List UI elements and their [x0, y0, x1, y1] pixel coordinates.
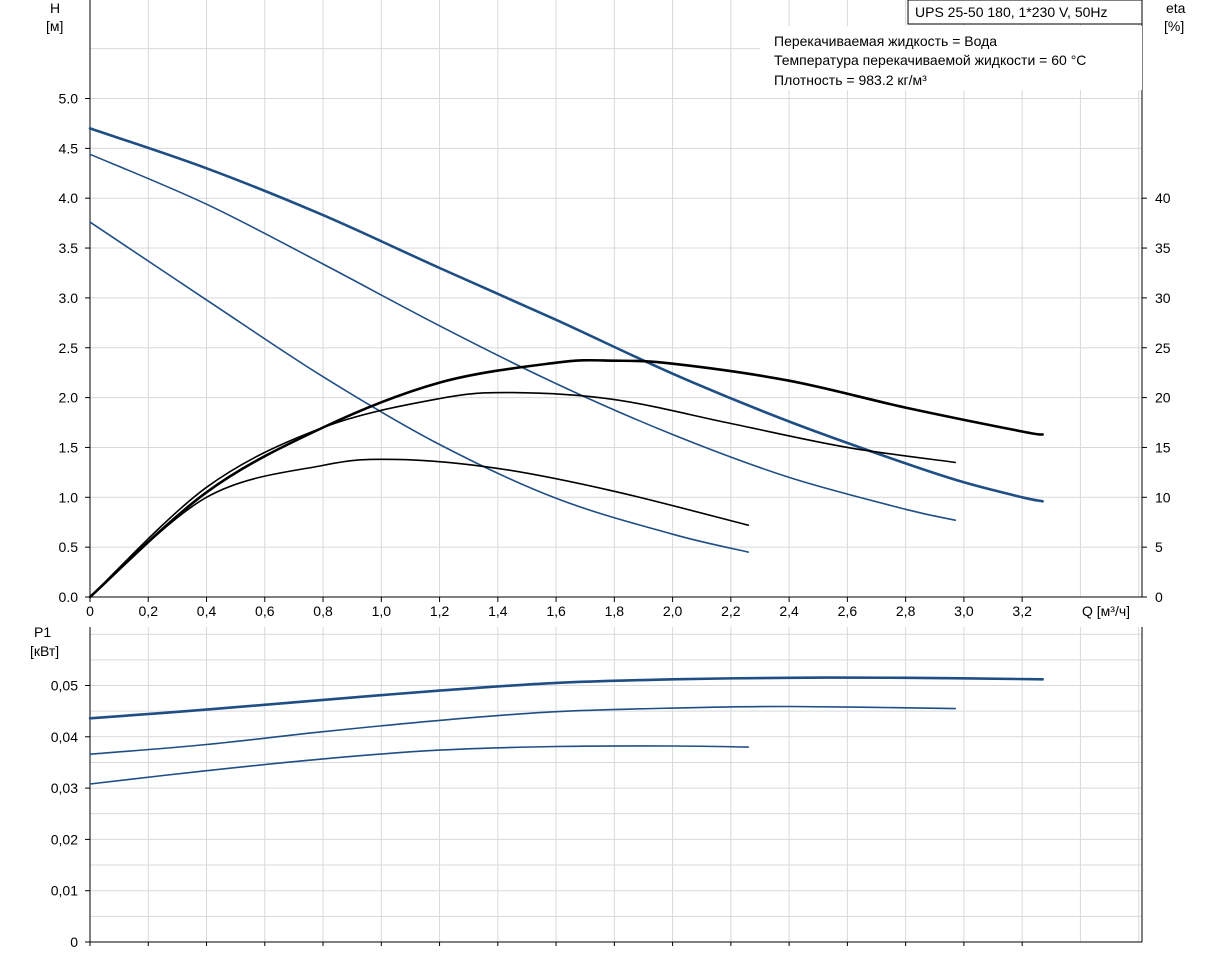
head-axis-title: H — [50, 0, 60, 16]
ticks-bottom: 0 0,01 0,02 0,03 0,04 0,05 — [51, 678, 1023, 950]
x-tick-label: 1,0 — [372, 603, 392, 619]
power-y-tick-label: 0,01 — [51, 883, 78, 899]
power-y-tick-label: 0,04 — [51, 729, 78, 745]
density-label: Плотность = 983.2 кг/м³ — [774, 72, 927, 88]
grid-bottom — [90, 627, 1142, 942]
head-curve-3 — [89, 221, 750, 553]
head-curve-2 — [89, 153, 956, 521]
x-tick-label: 1,8 — [605, 603, 625, 619]
y-left-tick-label: 3.5 — [59, 240, 79, 256]
x-tick-label: 2,8 — [896, 603, 916, 619]
y-right-tick-label: 10 — [1155, 489, 1171, 505]
y-left-tick-label: 1.0 — [59, 489, 79, 505]
curves-bottom — [88, 676, 1044, 785]
temperature-label: Температура перекачиваемой жидкости = 60… — [774, 52, 1086, 68]
power-y-tick-label: 0,03 — [51, 780, 78, 796]
x-tick-label: 0 — [86, 603, 94, 619]
head-curve-1 — [88, 127, 1044, 503]
model-box — [907, 0, 1143, 25]
efficiency-curve-4 — [88, 358, 1044, 599]
x-tick-label: 1,4 — [488, 603, 508, 619]
eta-axis-title: eta — [1166, 0, 1186, 16]
info-box-background — [760, 26, 1142, 90]
flow-axis-title: Q [м³/ч] — [1082, 603, 1130, 619]
x-tick-label: 0,2 — [139, 603, 159, 619]
efficiency-curve-6 — [89, 458, 750, 598]
liquid-label: Перекачиваемая жидкость = Вода — [774, 33, 997, 49]
efficiency-curve-5 — [89, 391, 956, 598]
power-y-tick-label: 0,02 — [51, 831, 78, 847]
eta-axis-unit: [%] — [1164, 18, 1184, 34]
curves-top — [88, 127, 1044, 599]
y-right-tick-label: 35 — [1155, 240, 1171, 256]
model-label: UPS 25-50 180, 1*230 V, 50Hz — [915, 4, 1108, 20]
x-tick-label: 2,0 — [663, 603, 683, 619]
y-right-tick-label: 25 — [1155, 340, 1171, 356]
power-axis-title: P1 — [34, 624, 51, 640]
x-tick-label: 0,8 — [313, 603, 333, 619]
power-axis-unit: [кВт] — [30, 643, 59, 659]
x-tick-label: 2,6 — [838, 603, 858, 619]
bottom-axes — [89, 627, 1143, 943]
y-left-tick-label: 2.5 — [59, 340, 79, 356]
y-right-tick-label: 30 — [1155, 290, 1171, 306]
y-left-tick-label: 2.0 — [59, 390, 79, 406]
x-tick-label: 1,2 — [430, 603, 450, 619]
power-curve-2 — [89, 705, 956, 755]
x-tick-label: 3,2 — [1012, 603, 1032, 619]
y-right-tick-label: 5 — [1155, 539, 1163, 555]
x-tick-label: 2,4 — [779, 603, 799, 619]
x-tick-label: 0,4 — [197, 603, 217, 619]
y-right-tick-label: 15 — [1155, 439, 1171, 455]
y-right-tick-label: 0 — [1155, 589, 1163, 605]
y-right-tick-label: 40 — [1155, 190, 1171, 206]
y-left-tick-label: 0.0 — [59, 589, 79, 605]
y-left-tick-label: 0.5 — [59, 539, 79, 555]
y-left-tick-label: 3.0 — [59, 290, 79, 306]
head-axis-unit: [м] — [46, 18, 63, 34]
x-tick-label: 1,6 — [546, 603, 566, 619]
x-tick-label: 3,0 — [954, 603, 974, 619]
power-y-tick-label: 0 — [70, 934, 78, 950]
y-left-tick-label: 4.5 — [59, 140, 79, 156]
x-tick-label: 2,2 — [721, 603, 741, 619]
y-left-tick-label: 1.5 — [59, 439, 79, 455]
power-curve-1 — [88, 676, 1044, 720]
ticks-top: 0 0,2 0,4 0,6 0,8 1,0 1,2 1,4 1,6 1,8 2,0 2,2 2,4 2,6… — [59, 91, 1171, 620]
y-left-tick-label: 5.0 — [59, 91, 79, 107]
x-tick-label: 0,6 — [255, 603, 275, 619]
y-left-tick-label: 4.0 — [59, 190, 79, 206]
power-curve-3 — [89, 745, 750, 785]
power-y-tick-label: 0,05 — [51, 678, 78, 694]
y-right-tick-label: 20 — [1155, 390, 1171, 406]
